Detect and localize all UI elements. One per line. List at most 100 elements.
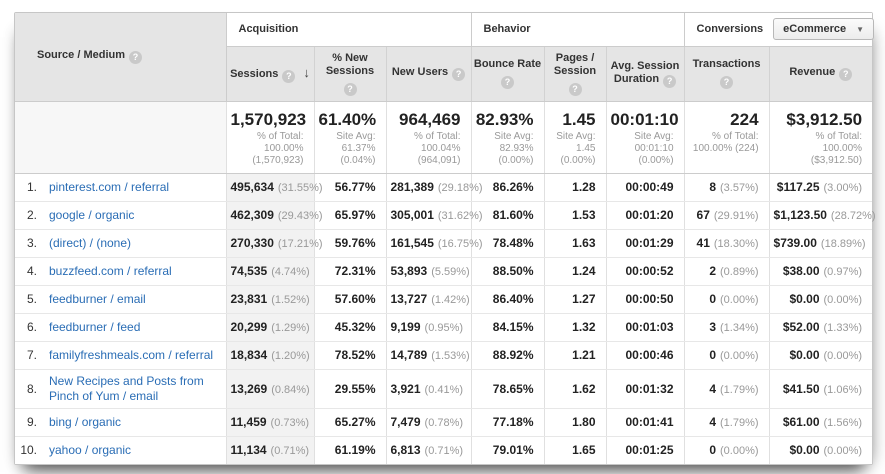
help-icon[interactable]: ?: [839, 68, 853, 81]
new-sessions-cell: 72.31%: [313, 257, 386, 286]
help-icon[interactable]: ?: [568, 82, 582, 96]
group-header-conversions: Conversions eCommerce ▼: [683, 13, 875, 47]
avg-session-duration-cell: 00:01:25: [605, 436, 685, 464]
row-number: 9.: [26, 415, 37, 429]
bounce-rate-cell: 79.01%: [470, 436, 544, 464]
transactions-cell: 8 (3.57%): [683, 173, 770, 202]
source-medium-link[interactable]: New Recipes and Posts from Pinch of Yum …: [49, 373, 204, 403]
column-header-bounce-rate[interactable]: Bounce Rate ?: [470, 46, 544, 102]
row-number: 2.: [26, 208, 37, 222]
sessions-cell: 11,134 (0.71%): [225, 436, 314, 464]
source-medium-link[interactable]: familyfreshmeals.com / referral: [49, 347, 214, 362]
sessions-cell: 74,535 (4.74%): [225, 257, 314, 286]
column-header-transactions[interactable]: Transactions ?: [683, 46, 770, 102]
help-icon[interactable]: ?: [452, 68, 466, 81]
source-medium-cell: 1. pinterest.com / referral: [15, 173, 226, 202]
help-icon[interactable]: ?: [282, 69, 296, 83]
avg-session-duration-cell: 00:00:49: [605, 173, 685, 202]
new-users-cell: 7,479 (0.78%): [385, 408, 471, 437]
new-users-cell: 6,813 (0.71%): [385, 436, 471, 464]
new-sessions-cell: 45.32%: [313, 313, 386, 342]
source-medium-link[interactable]: google / organic: [49, 207, 135, 222]
transactions-cell: 4 (1.79%): [683, 408, 770, 437]
source-medium-cell: 9. bing / organic: [15, 408, 226, 437]
revenue-cell: $0.00 (0.00%): [768, 341, 873, 370]
avg-session-duration-cell: 00:01:41: [605, 408, 685, 437]
row-number: 5.: [26, 292, 37, 306]
source-medium-cell: 3. (direct) / (none): [15, 229, 226, 258]
new-sessions-cell: 65.97%: [313, 201, 386, 230]
new-sessions-cell: 65.27%: [313, 408, 386, 437]
help-icon[interactable]: ?: [663, 74, 677, 88]
table-row: 8. New Recipes and Posts from Pinch of Y…: [15, 369, 873, 409]
bounce-rate-cell: 81.60%: [470, 201, 544, 230]
table-row: 2. google / organic 462,309 (29.43%) 65.9…: [15, 201, 876, 230]
source-medium-table: Source / Medium? Acquisition Behavior Co…: [15, 13, 876, 464]
ecommerce-dropdown[interactable]: eCommerce ▼: [773, 18, 875, 41]
bounce-rate-cell: 88.50%: [470, 257, 544, 286]
new-users-cell: 305,001 (31.62%): [385, 201, 483, 230]
column-header-sessions[interactable]: Sessions? ↓: [225, 46, 314, 102]
source-medium-cell: 5. feedburner / email: [15, 285, 226, 314]
pages-session-cell: 1.32: [543, 313, 606, 342]
column-header-row: Sessions? ↓ % New Sessions ? New Users? B…: [15, 46, 873, 102]
totals-transactions: 224 % of Total: 100.00% (224): [683, 101, 770, 174]
avg-session-duration-cell: 00:00:50: [605, 285, 685, 314]
group-header-acquisition: Acquisition: [225, 13, 471, 47]
bounce-rate-cell: 86.26%: [470, 173, 544, 202]
source-medium-label: Source / Medium: [37, 49, 126, 62]
source-medium-link[interactable]: buzzfeed.com / referral: [49, 263, 172, 278]
source-medium-link[interactable]: yahoo / organic: [49, 442, 132, 457]
pages-session-cell: 1.24: [543, 257, 606, 286]
pages-session-cell: 1.65: [543, 436, 606, 464]
pages-session-cell: 1.63: [543, 229, 606, 258]
transactions-cell: 0 (0.00%): [683, 436, 770, 464]
behavior-label: Behavior: [483, 23, 531, 36]
totals-sessions: 1,570,923 % of Total: 100.00% (1,570,923…: [225, 101, 314, 174]
column-header-avg-session-duration[interactable]: Avg. Session Duration?: [605, 46, 685, 102]
bounce-rate-cell: 88.92%: [470, 341, 544, 370]
row-number: 8.: [26, 381, 37, 396]
source-medium-link[interactable]: feedburner / feed: [49, 319, 141, 334]
transactions-cell: 4 (1.79%): [683, 369, 770, 409]
chevron-down-icon: ▼: [856, 24, 865, 34]
column-header-pages-session[interactable]: Pages / Session ?: [543, 46, 606, 102]
help-icon[interactable]: ?: [129, 51, 143, 65]
table-row: 1. pinterest.com / referral 495,634 (31.5…: [15, 173, 873, 202]
bounce-rate-cell: 86.40%: [470, 285, 544, 314]
row-number: 6.: [26, 320, 37, 334]
help-icon[interactable]: ?: [720, 76, 734, 89]
help-icon[interactable]: ?: [501, 76, 514, 89]
bounce-rate-cell: 78.48%: [470, 229, 544, 258]
transactions-cell: 41 (18.30%): [683, 229, 770, 258]
transactions-cell: 0 (0.00%): [683, 285, 770, 314]
ecommerce-dropdown-value: eCommerce: [783, 23, 847, 36]
column-header-source-medium[interactable]: Source / Medium?: [15, 13, 227, 102]
new-users-cell: 14,789 (1.53%): [385, 341, 471, 370]
pages-session-cell: 1.27: [543, 285, 606, 314]
pages-session-cell: 1.80: [543, 408, 606, 437]
source-medium-link[interactable]: pinterest.com / referral: [49, 179, 170, 194]
bounce-rate-cell: 77.18%: [470, 408, 544, 437]
table-row: 4. buzzfeed.com / referral 74,535 (4.74%)…: [15, 257, 873, 286]
source-medium-link[interactable]: (direct) / (none): [49, 235, 132, 250]
sort-descending-icon[interactable]: ↓: [303, 64, 310, 80]
totals-new-users: 964,469 % of Total: 100.04% (964,091): [385, 101, 471, 174]
column-header-new-sessions[interactable]: % New Sessions ?: [313, 46, 386, 102]
source-medium-link[interactable]: bing / organic: [49, 414, 122, 429]
conversions-label: Conversions: [696, 23, 764, 36]
new-users-cell: 13,727 (1.42%): [385, 285, 471, 314]
source-medium-link[interactable]: feedburner / email: [49, 291, 146, 306]
source-medium-cell: 10. yahoo / organic: [15, 436, 226, 464]
transactions-cell: 2 (0.89%): [683, 257, 770, 286]
column-header-revenue[interactable]: Revenue?: [768, 46, 873, 102]
acquisition-label: Acquisition: [238, 23, 299, 36]
table-row: 10. yahoo / organic 11,134 (0.71%) 61.19%…: [15, 436, 873, 464]
avg-session-duration-cell: 00:00:52: [605, 257, 685, 286]
table-row: 7. familyfreshmeals.com / referral 18,83…: [15, 341, 873, 370]
help-icon[interactable]: ?: [343, 82, 357, 96]
revenue-cell: $739.00 (18.89%): [768, 229, 873, 258]
new-users-cell: 161,545 (16.75%): [385, 229, 483, 258]
column-header-new-users[interactable]: New Users?: [385, 46, 471, 102]
new-sessions-cell: 57.60%: [313, 285, 386, 314]
